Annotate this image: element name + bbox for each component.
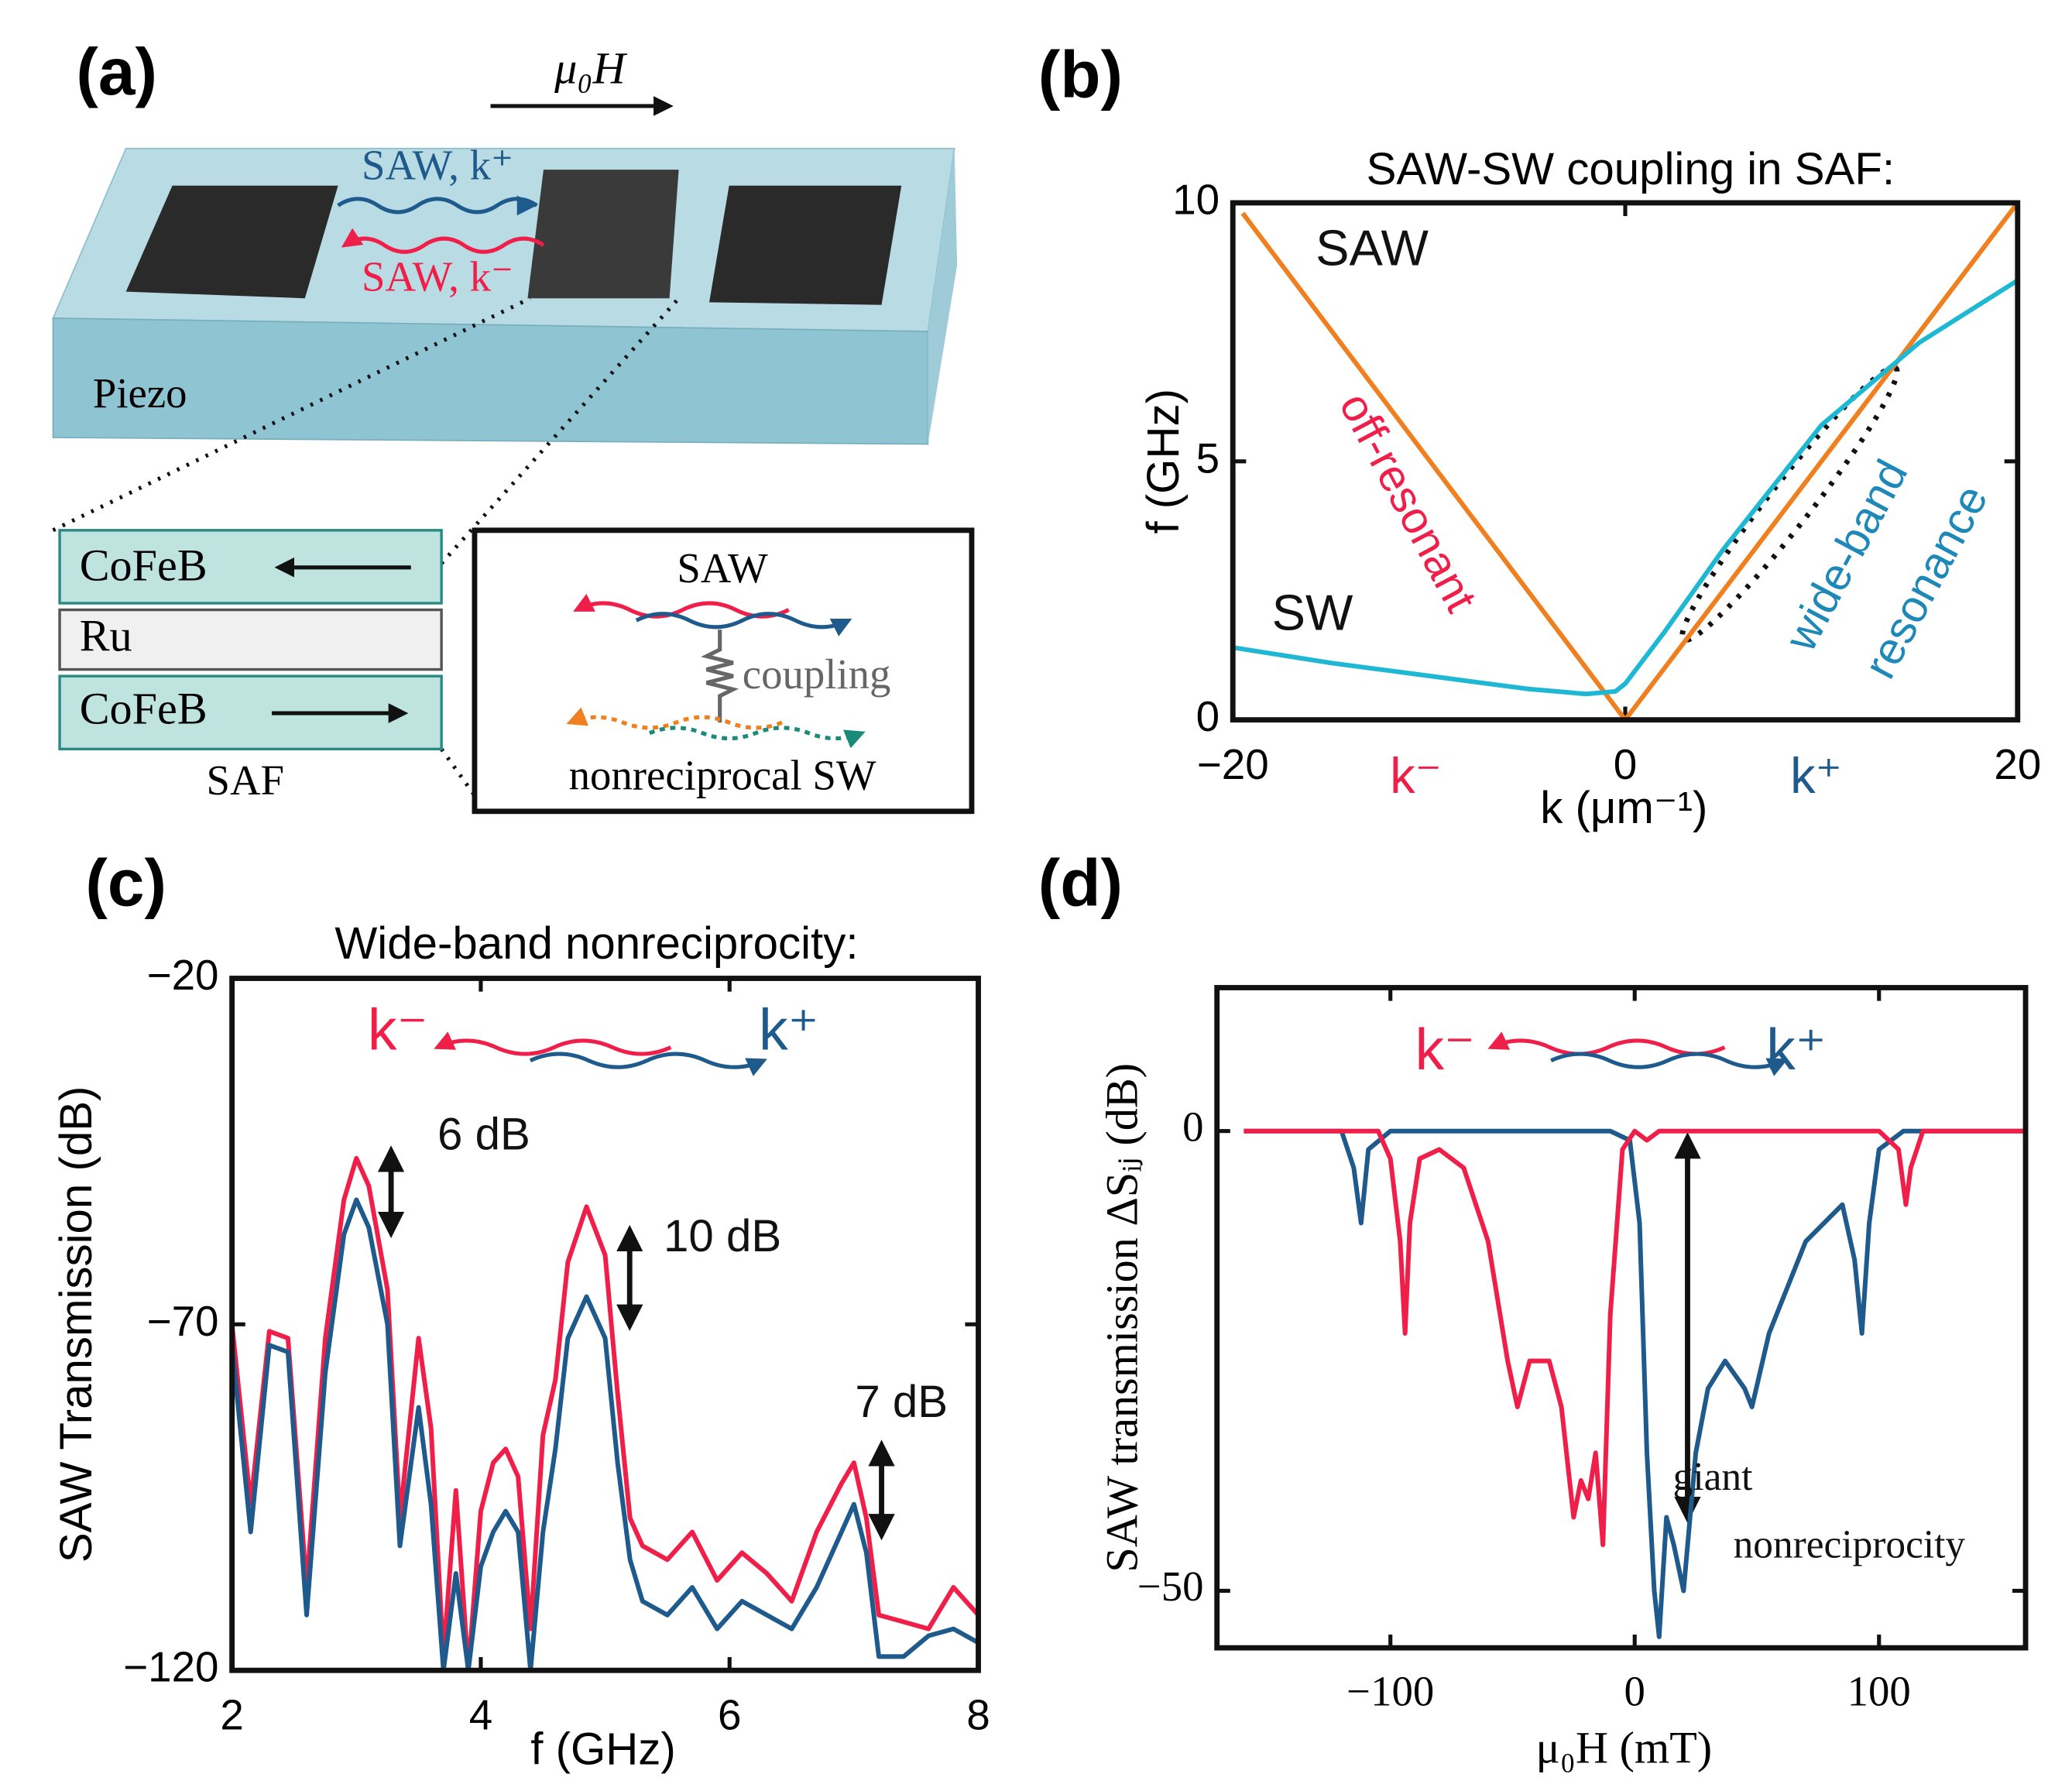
y-axis-label: SAW Transmission (dB) <box>51 1086 101 1563</box>
chart: (c) Wide-band nonreciprocity: SAW Transmis… <box>51 847 990 1775</box>
chart-title: SAW-SW coupling in SAF: <box>1367 144 1895 194</box>
y-tick-label: 5 <box>1196 434 1220 482</box>
plot-frame <box>229 976 981 1673</box>
chart-decorations <box>377 364 1900 1541</box>
x-tick-label: 0 <box>1624 1667 1645 1714</box>
zoom-line <box>52 296 531 533</box>
annotation: nonreciprocity <box>1734 1522 1966 1566</box>
wave <box>529 1052 767 1076</box>
x-tick-label: 6 <box>718 1690 741 1738</box>
x-tick-label: 0 <box>1614 740 1637 788</box>
y-tick-label: −70 <box>147 1297 219 1345</box>
idt-left <box>125 185 338 299</box>
x-axis-label: k (μm⁻¹) <box>1540 783 1707 833</box>
wave <box>341 228 545 254</box>
annotation: k⁻ <box>1390 747 1442 804</box>
plot-area <box>232 1155 979 1671</box>
y-tick-label: −20 <box>147 951 219 999</box>
series-line <box>1240 202 2018 720</box>
idt-right <box>708 185 902 305</box>
wave <box>337 197 538 214</box>
field-label: μ₀H <box>554 43 627 94</box>
panel-label: (b) <box>1038 38 1123 112</box>
y-tick-label: −120 <box>123 1643 218 1691</box>
wave <box>1487 1031 1726 1056</box>
y-tick-label: 10 <box>1172 175 1220 223</box>
zoom-line <box>440 747 477 797</box>
x-tick-label: 8 <box>966 1690 990 1738</box>
y-axis-label: f (GHz) <box>1138 389 1189 534</box>
wave <box>566 707 784 730</box>
annotation: giant <box>1673 1455 1753 1499</box>
inset-label: SAW <box>677 544 768 592</box>
piezo-label: Piezo <box>93 369 187 417</box>
series-line <box>232 1197 979 1671</box>
annotation: SW <box>1272 584 1353 640</box>
annotation: SAW <box>1316 219 1429 276</box>
inset-label: coupling <box>743 650 891 698</box>
plot-area <box>1233 202 2018 720</box>
saf-block <box>527 170 679 299</box>
y-tick-label: 0 <box>1182 1103 1203 1150</box>
chart-title: Wide-band nonreciprocity: <box>334 918 858 969</box>
panel-label: (a) <box>76 36 157 109</box>
inset-label: nonreciprocal SW <box>569 751 876 798</box>
piezo-side <box>928 148 958 444</box>
spring <box>701 630 739 723</box>
wave <box>1550 1052 1789 1076</box>
x-tick-label: 2 <box>220 1690 243 1738</box>
series-line <box>1233 278 2018 697</box>
y-tick-label: −50 <box>1137 1563 1204 1610</box>
annotation: 10 dB <box>664 1211 781 1261</box>
annotation: k⁻ <box>368 997 427 1062</box>
saw-minus: SAW, k⁻ <box>362 253 513 300</box>
plot-frame <box>1214 985 2029 1651</box>
x-tick-label: −100 <box>1346 1667 1434 1714</box>
saw-plus: SAW, k⁺ <box>362 142 513 189</box>
layer-label: Ru <box>80 610 132 660</box>
saf-label: SAF <box>207 757 284 804</box>
annotation: k⁺ <box>1766 1017 1826 1082</box>
layer-label: CoFeB <box>80 540 208 591</box>
annotation: k⁻ <box>1415 1017 1474 1082</box>
chart: (d) SAW transmission ΔSᵢⱼ (dB) μ₀H (mT) −10… <box>1038 847 2029 1773</box>
inset-box <box>472 527 975 815</box>
panel-label: (c) <box>85 847 166 921</box>
wave <box>635 612 852 636</box>
x-tick-label: 20 <box>1994 740 2041 788</box>
x-tick-label: 100 <box>1847 1667 1911 1714</box>
series-line <box>232 1155 979 1671</box>
wave <box>434 1031 672 1056</box>
chart: (b) SAW-SW coupling in SAF: f (GHz) k (μm⁻¹… <box>1038 38 2042 833</box>
panel-label: (d) <box>1038 847 1123 921</box>
x-tick-label: 4 <box>469 1690 492 1738</box>
plot-frame <box>1230 200 2021 723</box>
layer <box>58 608 443 671</box>
plot-area <box>1244 1128 2026 1639</box>
y-tick-label: 0 <box>1196 692 1220 740</box>
y-axis-label: SAW transmission ΔSᵢⱼ (dB) <box>1097 1063 1147 1573</box>
x-tick-label: −20 <box>1197 740 1269 788</box>
layer-label: CoFeB <box>80 683 208 733</box>
wave <box>648 726 866 749</box>
panel-a: (a) μ₀H SAW, k⁺ SAW, k⁻ Piezo CoFeB Ru C… <box>52 36 975 815</box>
annotation: k⁺ <box>759 997 818 1062</box>
annotation: 6 dB <box>437 1109 530 1159</box>
x-axis-label: f (GHz) <box>530 1724 676 1775</box>
x-axis-label: μ₀H (mT) <box>1535 1723 1712 1773</box>
highlight-ellipse <box>1679 364 1900 643</box>
annotation: 7 dB <box>855 1377 948 1427</box>
annotation: k⁺ <box>1790 747 1842 804</box>
series-line <box>1244 1128 2026 1548</box>
